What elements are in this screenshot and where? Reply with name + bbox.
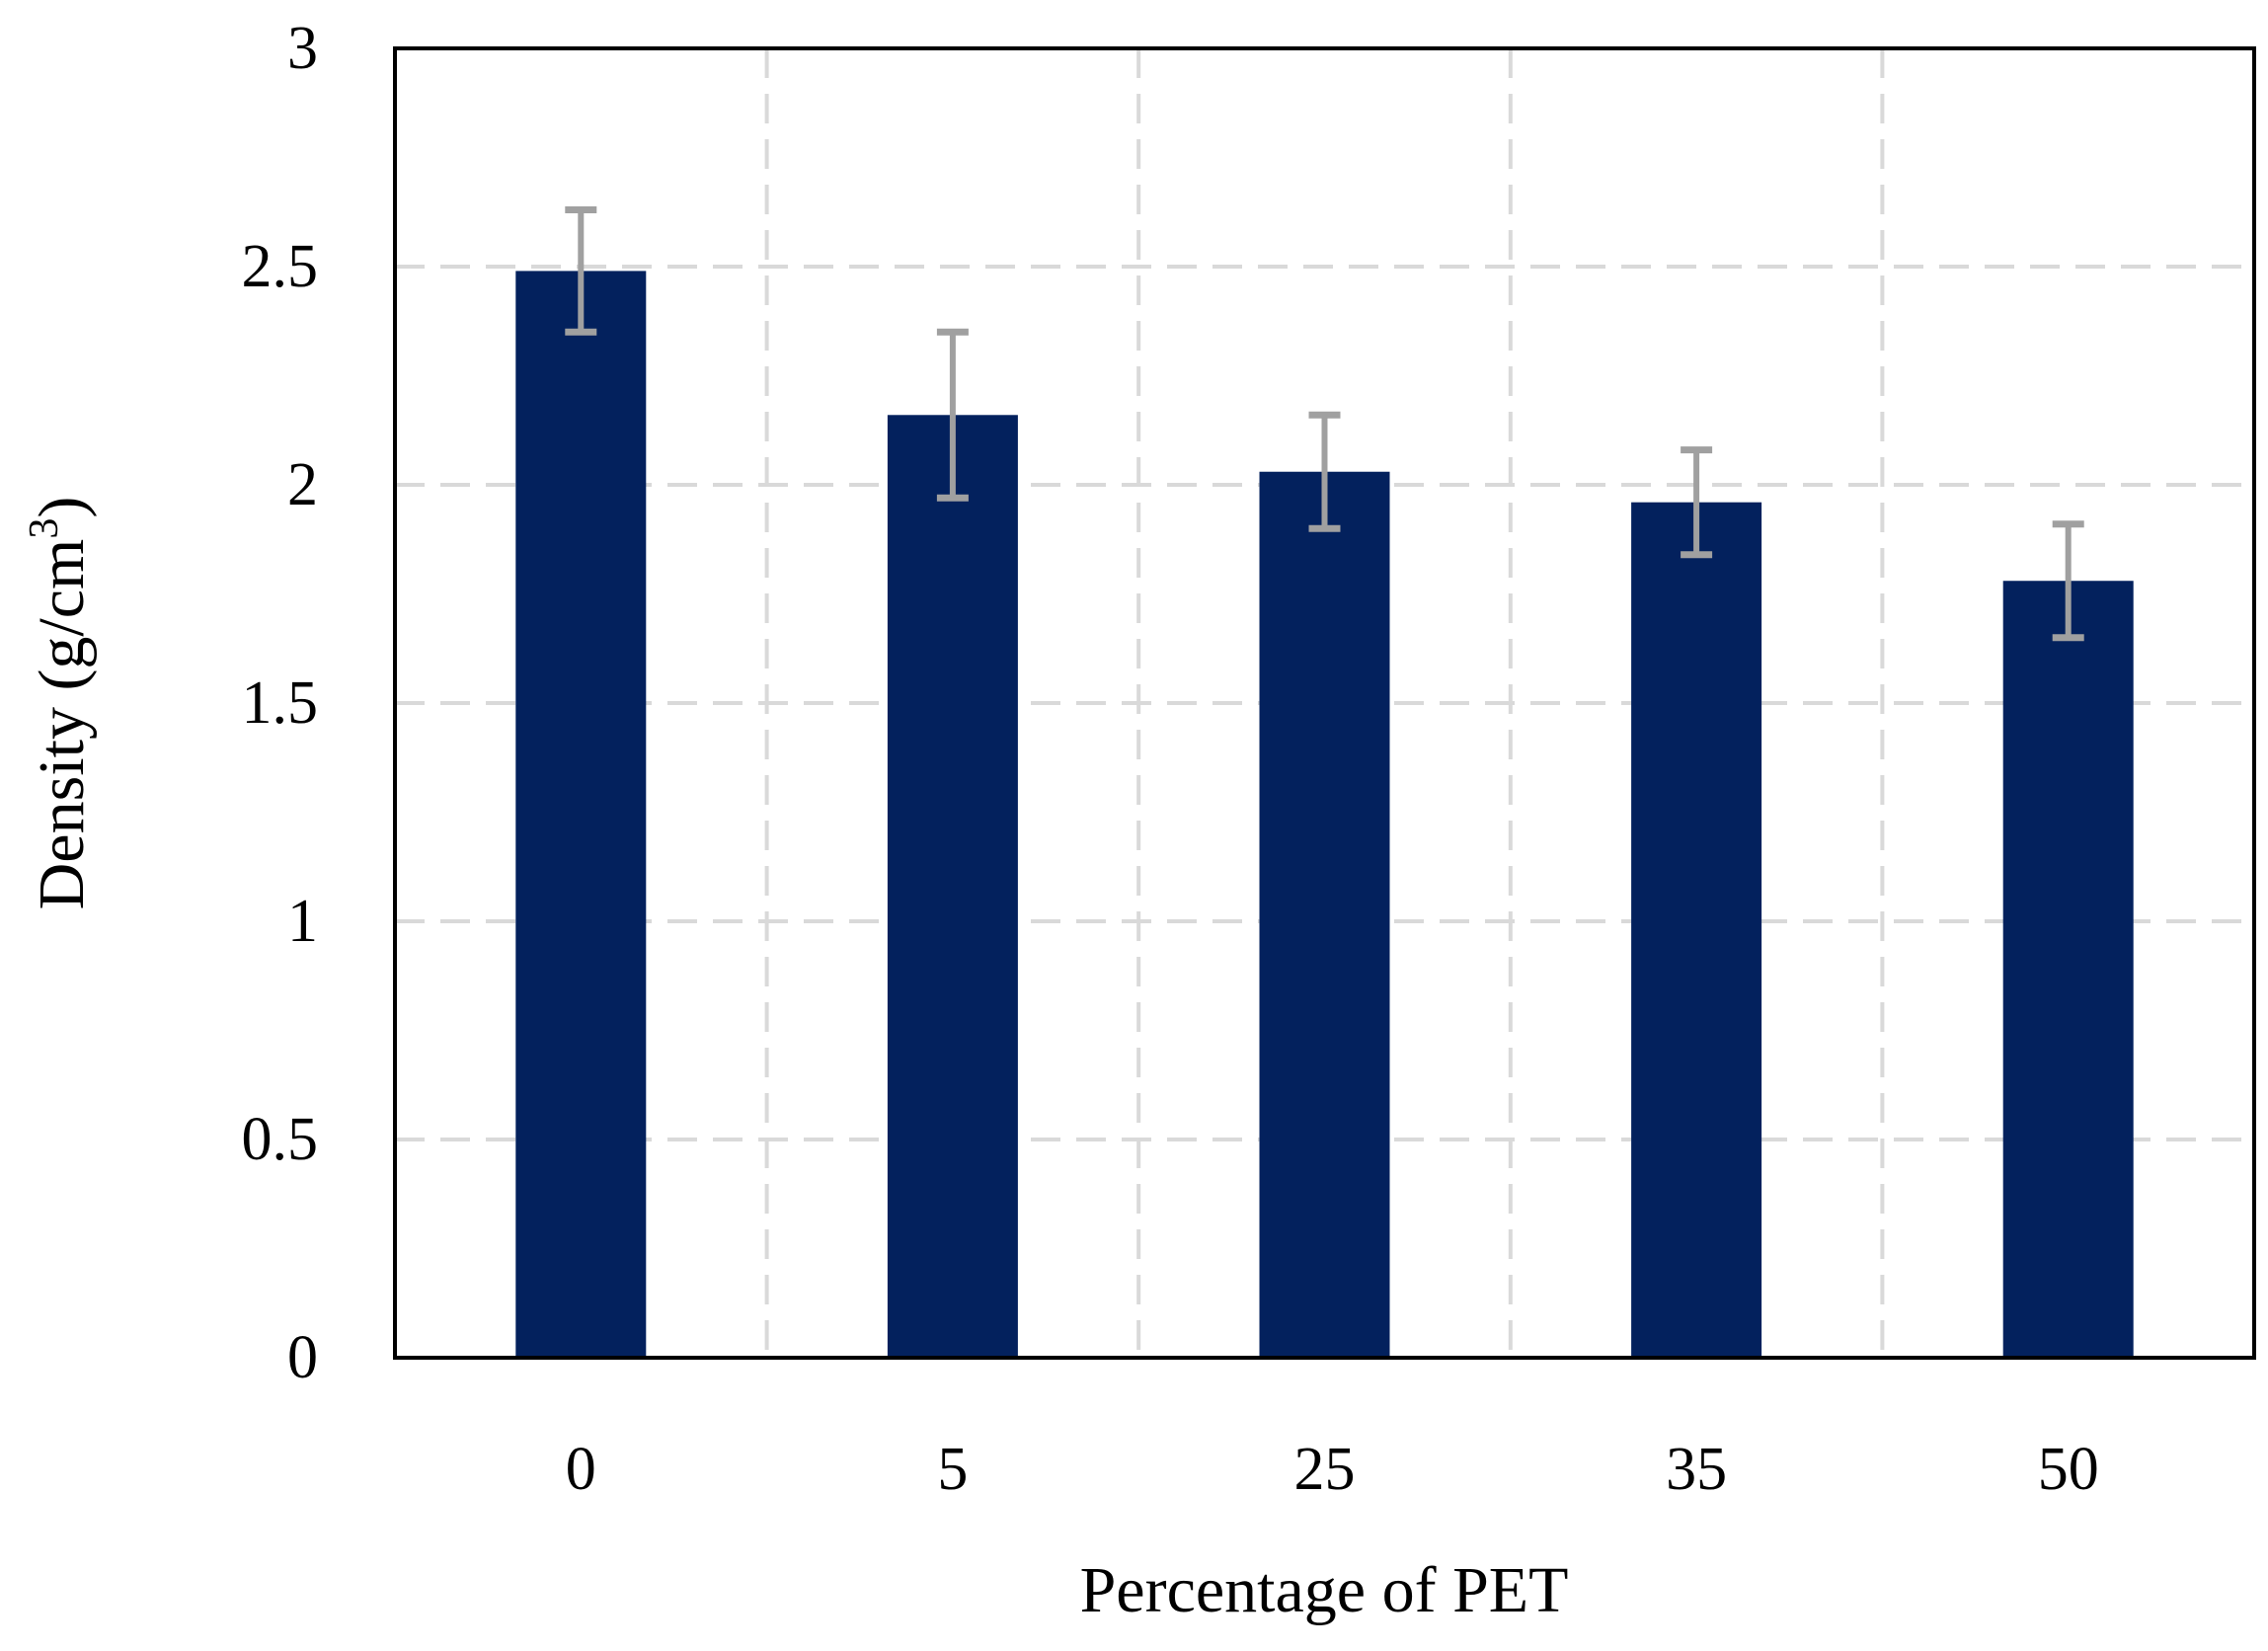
y-tick-labels: 0 0.5 1 1.5 2 2.5 3 [242,15,319,1391]
bar [887,415,1018,1358]
y-tick-label: 2 [287,451,318,518]
y-axis-title-superscript: 3 [22,518,67,539]
y-tick-label: 3 [287,15,318,82]
x-tick-label: 25 [1294,1436,1356,1503]
x-tick-label: 50 [2038,1436,2099,1503]
error-bars [565,206,2084,642]
x-axis-title: Percentage of PET [1080,1554,1569,1626]
y-tick-label: 0.5 [242,1106,319,1173]
bars [515,271,2134,1358]
x-tick-label: 0 [566,1436,596,1503]
x-tick-label: 35 [1666,1436,1727,1503]
x-tick-labels: 0 5 25 35 50 [566,1436,2099,1503]
plot-frame [393,46,2256,1360]
y-axis-title-main: Density (g/cm [26,539,98,910]
y-tick-label: 1.5 [242,669,319,737]
bar [515,271,647,1358]
y-axis-title-close: ) [26,497,98,518]
y-tick-label: 0 [287,1324,318,1391]
y-tick-label: 1 [287,888,318,955]
x-tick-label: 5 [937,1436,968,1503]
bar [1259,471,1390,1358]
y-tick-label: 2.5 [242,233,319,300]
y-axis-title: Density (g/cm3) [22,497,98,910]
bar [2002,581,2134,1358]
bar [1631,502,1762,1358]
